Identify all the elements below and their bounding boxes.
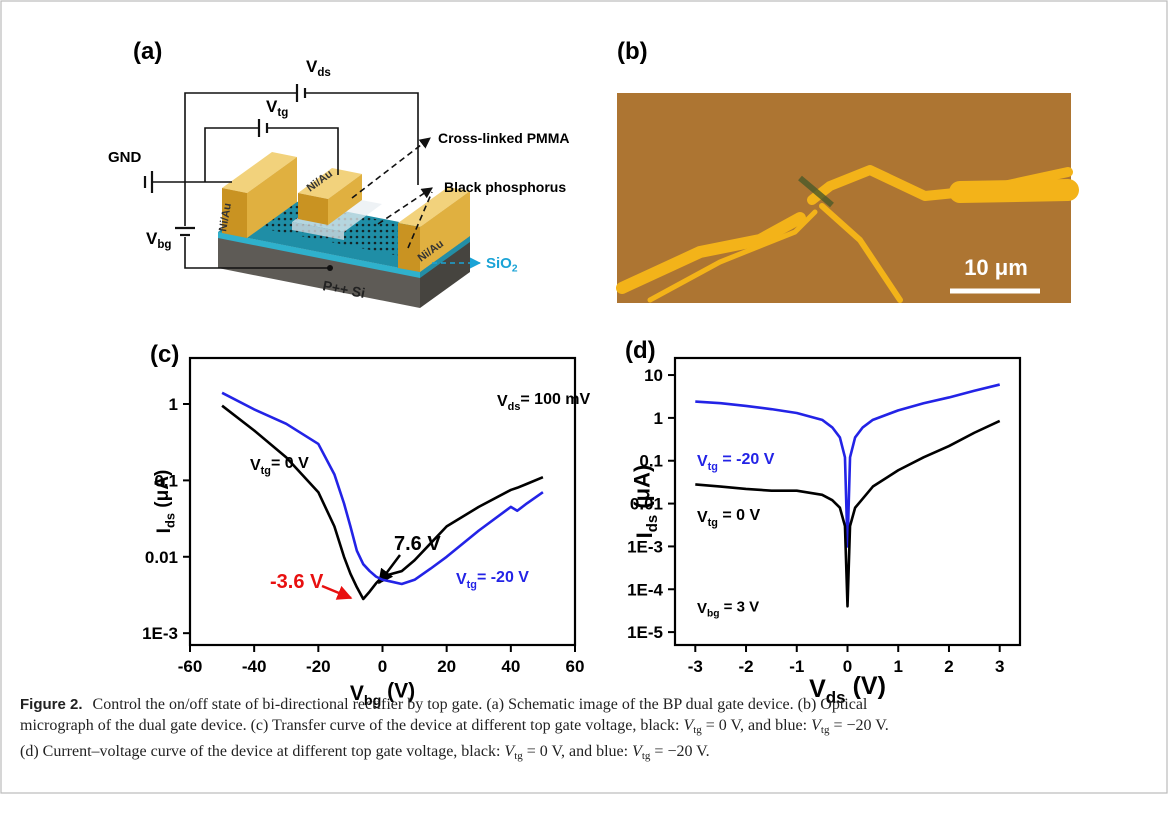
y-tick-label: 1: [654, 409, 663, 428]
x-tick-label: 1: [894, 657, 903, 676]
caption-text: V: [811, 717, 821, 734]
caption: Figure 2. Control the on/off state of bi-…: [20, 694, 1150, 767]
caption-text: = 0 V, and blue:: [523, 743, 632, 760]
text-part: V: [266, 97, 278, 116]
sio2-label: SiO2: [486, 255, 518, 275]
x-tick-label: -2: [738, 657, 753, 676]
caption-text: = −20 V.: [650, 743, 709, 760]
subscript: 2: [512, 264, 518, 275]
panel-label: (a): [133, 38, 162, 65]
x-tick-label: 2: [944, 657, 953, 676]
text-part: V: [456, 571, 467, 588]
annotation: -3.6 V: [270, 571, 324, 593]
series-label: Vtg = 0 V: [697, 507, 761, 529]
vds-label: Vds: [306, 57, 331, 79]
caption-text: (d) Current–voltage curve of the device …: [20, 743, 504, 760]
caption-line: micrograph of the dual gate device. (c) …: [20, 715, 1150, 741]
caption-text: = 0 V, and blue:: [702, 717, 811, 734]
panel-label: (d): [625, 337, 656, 364]
x-tick-label: -1: [789, 657, 804, 676]
text-part: V: [250, 457, 261, 474]
gnd-label: GND: [108, 149, 142, 166]
annotation: 7.6 V: [394, 533, 441, 555]
text-part: -3.6 V: [270, 571, 324, 593]
x-tick-label: -60: [178, 657, 203, 676]
text-part: = -20 V: [718, 451, 775, 468]
caption-text: tg: [514, 750, 523, 762]
caption-line: (d) Current–voltage curve of the device …: [20, 741, 1150, 767]
caption-text: Control the on/off state of bi-direction…: [93, 696, 868, 713]
text-part: 7.6 V: [394, 533, 441, 555]
x-tick-label: 40: [501, 657, 520, 676]
subscript: tg: [261, 465, 271, 477]
panel-label: (c): [150, 341, 179, 368]
x-tick-label: 60: [566, 657, 585, 676]
annotation: Vds= 100 mV: [497, 391, 591, 413]
caption-text: micrograph of the dual gate device. (c) …: [20, 717, 683, 734]
y-tick-label: 1: [169, 395, 178, 414]
text-part: V: [306, 57, 318, 76]
text-part: = 0 V: [718, 507, 761, 524]
text-part: (μA): [152, 470, 173, 513]
caption-text: Figure 2.: [20, 696, 83, 713]
subscript: ds: [644, 515, 661, 532]
vtg-label: Vtg: [266, 97, 288, 119]
x-tick-label: -3: [688, 657, 703, 676]
y-tick-label: 10: [644, 366, 663, 385]
y-tick-label: 1E-4: [627, 580, 663, 599]
x-tick-label: 0: [378, 657, 387, 676]
text-part: V: [146, 229, 158, 248]
caption-text: V: [683, 717, 693, 734]
series-label: Vtg= -20 V: [456, 569, 529, 591]
subscript: tg: [277, 107, 288, 119]
x-tick-label: -40: [242, 657, 267, 676]
subscript: tg: [467, 579, 477, 591]
caption-text: V: [504, 743, 514, 760]
text-part: SiO: [486, 255, 512, 272]
text-part: V: [497, 393, 508, 410]
series-label: Vtg = -20 V: [697, 451, 775, 473]
contact-dot: [327, 265, 333, 271]
panel-label: (b): [617, 38, 648, 65]
x-tick-label: 20: [437, 657, 456, 676]
text-part: = 3 V: [719, 598, 759, 615]
text-part: = -20 V: [477, 569, 529, 586]
y-tick-label: 1E-3: [142, 624, 178, 643]
x-tick-label: 3: [995, 657, 1004, 676]
subscript: tg: [708, 517, 718, 529]
text-part: V: [697, 509, 708, 526]
subscript: ds: [317, 67, 330, 79]
bp-label: Black phosphorus: [444, 179, 566, 195]
subscript: ds: [163, 513, 178, 528]
schematic: Ni/Au Ni/Au Ni/Au P++ Si GND Vds Vtg Vbg: [108, 57, 569, 308]
scale-label: 10 μm: [964, 255, 1028, 280]
caption-text: = −20 V.: [829, 717, 888, 734]
series-line: [222, 393, 543, 584]
x-tick-label: -20: [306, 657, 331, 676]
text-part: V: [697, 453, 708, 470]
text-part: = 0 V: [271, 455, 309, 472]
annotation: Vbg = 3 V: [697, 598, 759, 619]
pmma-label: Cross-linked PMMA: [438, 130, 569, 146]
figure-page: (a) (b) (c) (d) Ni/Au Ni/Au Ni/Au P++ Si: [0, 0, 1168, 836]
subscript: tg: [708, 461, 718, 473]
text-part: V: [697, 600, 707, 617]
y-tick-label: 1E-5: [627, 623, 663, 642]
subscript: ds: [508, 401, 521, 413]
annotation-arrow: [322, 586, 351, 598]
caption-text: V: [632, 743, 642, 760]
vbg-label: Vbg: [146, 229, 171, 251]
subscript: bg: [707, 609, 719, 620]
micrograph: 10 μm: [617, 93, 1071, 303]
text-part: = 100 mV: [520, 391, 590, 408]
text-part: (μA): [630, 465, 655, 515]
caption-line: Figure 2. Control the on/off state of bi-…: [20, 694, 1150, 715]
subscript: bg: [157, 239, 171, 251]
caption-text: tg: [693, 724, 702, 736]
electrode-pad: [960, 190, 1068, 192]
y-tick-label: 0.01: [145, 548, 178, 567]
y-tick-label: 1E-3: [627, 537, 663, 556]
